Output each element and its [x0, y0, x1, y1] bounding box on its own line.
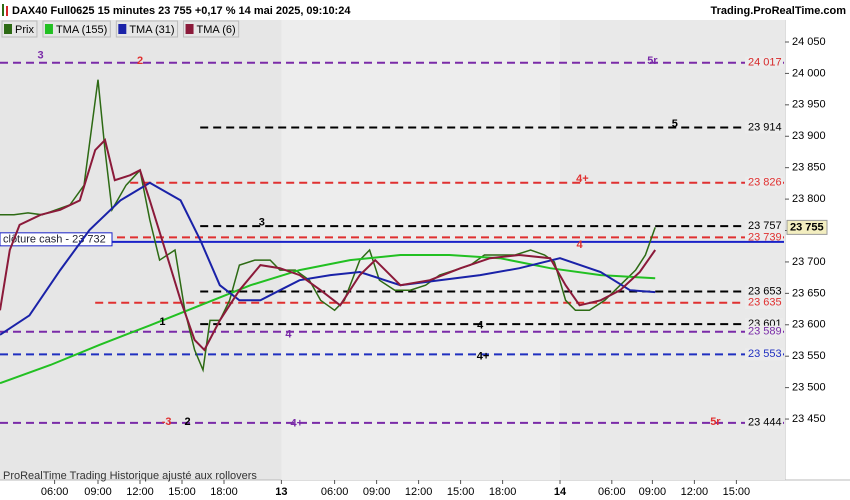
x-tick-label: 15:00 — [723, 486, 751, 498]
level-label-box — [745, 325, 783, 338]
annotation: 1 — [159, 316, 165, 328]
footer: ProRealTime Trading Historique ajusté au… — [3, 470, 257, 482]
level-label: 23 757 — [748, 220, 782, 232]
legend-box — [115, 20, 179, 38]
y-tick-label: 23 700 — [792, 256, 826, 268]
legend-swatch — [4, 24, 12, 34]
x-tick-label: 14 — [554, 486, 567, 498]
level-label: 23 826 — [748, 177, 782, 189]
legend-swatch — [118, 24, 127, 34]
y-tick-label: 23 500 — [792, 382, 826, 394]
level-label: 23 444 — [748, 417, 782, 429]
y-tick-label: 23 600 — [792, 319, 826, 331]
x-tick-label: 13 — [275, 486, 287, 498]
x-tick-label: 15:00 — [168, 486, 196, 498]
x-tick-label: 09:00 — [84, 486, 112, 498]
annotation: 3 — [38, 50, 44, 62]
level-label-box — [745, 416, 783, 429]
brand: Trading.ProRealTime.com — [710, 5, 846, 17]
legend-label: TMA (31) — [129, 24, 174, 36]
cash-close-label: clôture cash - 23 732 — [3, 234, 106, 246]
annotation: 4+ — [291, 417, 304, 429]
level-label: 23 589 — [748, 326, 782, 338]
annotation: 2 — [185, 416, 191, 428]
annotation: -3 — [162, 416, 172, 428]
legend-box — [183, 20, 240, 38]
x-tick-label: 09:00 — [363, 486, 391, 498]
level-label-box — [745, 56, 783, 69]
legend-label: TMA (6) — [197, 24, 236, 36]
x-tick-label: 12:00 — [681, 486, 709, 498]
level-label-box — [745, 231, 783, 244]
y-tick-label: 23 800 — [792, 193, 826, 205]
x-tick-label: 06:00 — [321, 486, 349, 498]
level-label-box — [745, 220, 783, 233]
last-price-label: 23 755 — [790, 221, 824, 233]
annotation: 5 — [672, 118, 678, 130]
legend-label: TMA (155) — [56, 24, 107, 36]
y-tick-label: 24 000 — [792, 67, 826, 79]
legend-swatch — [44, 24, 53, 34]
level-label-box — [745, 121, 783, 134]
x-tick-label: 12:00 — [405, 486, 433, 498]
level-label: 23 653 — [748, 285, 782, 297]
level-label-box — [745, 296, 783, 309]
x-tick-label: 06:00 — [41, 486, 69, 498]
y-tick-label: 23 950 — [792, 99, 826, 111]
last-price-box — [786, 219, 828, 235]
annotation: 4 — [577, 239, 584, 251]
y-tick-label: 23 850 — [792, 162, 826, 174]
annotation: 4 — [285, 329, 292, 341]
session-shade — [560, 20, 785, 480]
annotation: 5r — [710, 416, 721, 428]
legend-box — [1, 20, 38, 38]
x-tick-label: 09:00 — [639, 486, 667, 498]
x-tick-label: 15:00 — [447, 486, 475, 498]
legend-box — [42, 20, 111, 38]
y-tick-label: 23 450 — [792, 413, 826, 425]
level-label: 23 553 — [748, 348, 782, 360]
series-line — [0, 138, 657, 352]
title-icon — [2, 4, 4, 16]
x-tick-label: 18:00 — [489, 486, 517, 498]
series-line — [0, 254, 656, 385]
level-label-box — [745, 285, 783, 298]
price-axis — [785, 20, 850, 480]
y-tick-label: 23 550 — [792, 350, 826, 362]
x-tick-label: 12:00 — [126, 486, 154, 498]
annotation: 4+ — [576, 173, 589, 185]
annotation: 4 — [477, 319, 484, 331]
level-label: 23 914 — [748, 121, 782, 133]
session-shade — [281, 20, 560, 480]
annotation: 3 — [259, 216, 265, 228]
level-label-box — [745, 176, 783, 189]
series-line — [0, 181, 656, 336]
annotation: 4+ — [477, 351, 490, 363]
chart-title: DAX40 Full0625 15 minutes 23 755 +0,17 %… — [12, 5, 351, 17]
y-tick-label: 23 900 — [792, 130, 826, 142]
x-tick-label: 06:00 — [598, 486, 626, 498]
y-tick-label: 23 650 — [792, 287, 826, 299]
annotation: 5r — [647, 55, 658, 67]
legend-swatch — [185, 24, 194, 34]
level-label-box — [745, 348, 783, 361]
level-label: 23 739 — [748, 231, 782, 243]
x-tick-label: 18:00 — [210, 486, 238, 498]
annotation: 2 — [137, 55, 143, 67]
title-icon — [6, 6, 8, 16]
legend-label: Prix — [15, 24, 34, 36]
level-label: 24 017 — [748, 57, 782, 69]
level-label: 23 635 — [748, 297, 782, 309]
y-tick-label: 24 050 — [792, 36, 826, 48]
